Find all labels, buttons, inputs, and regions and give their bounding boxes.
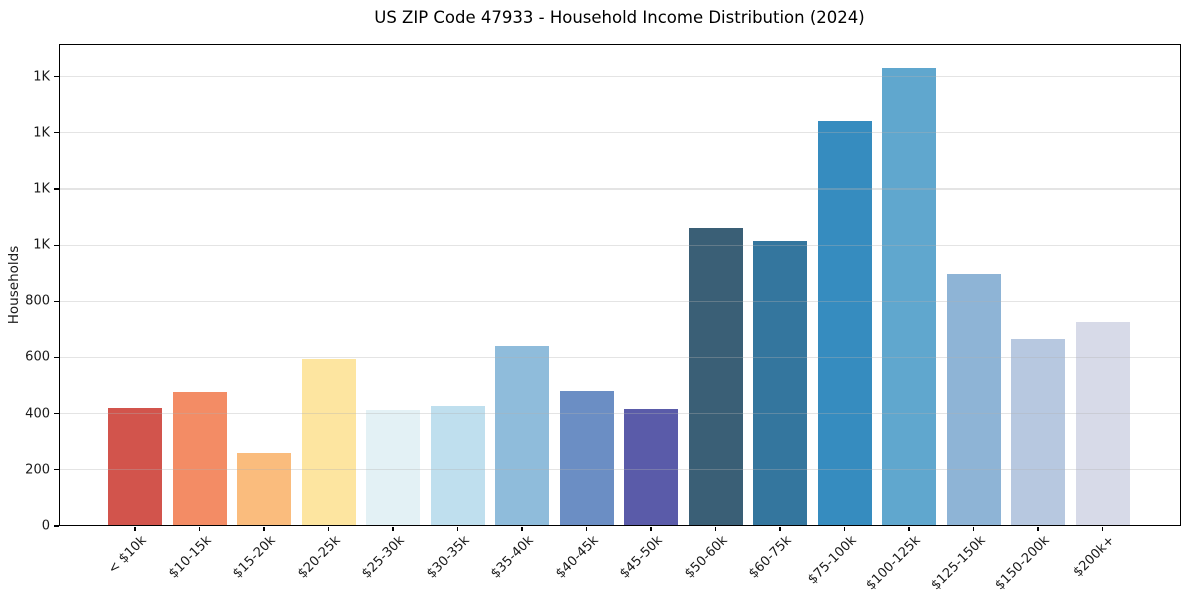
x-tick-mark [650,526,652,531]
x-tick-mark [843,526,846,531]
y-gridline [58,75,1181,78]
y-axis-label: Households [6,245,22,325]
y-gridline [58,188,1181,190]
bar-150-200k [1011,338,1065,526]
bar-10-15k [172,392,227,526]
x-tick-mark [134,526,136,531]
bar-45-50k [624,408,678,526]
y-tick-label: 400 [25,406,50,422]
x-tick-mark [1101,526,1104,531]
x-tick-mark [198,526,201,531]
x-tick-mark [456,526,459,531]
bar-200k [1075,321,1130,526]
bar-30-35k [430,406,485,526]
y-tick-mark [54,188,59,190]
bar-15-20k [237,453,291,526]
x-tick-mark [327,526,330,531]
x-tick-mark [263,526,265,531]
bar-50-60k [688,227,743,526]
bar-40-45k [559,391,614,526]
x-tick-mark [779,526,781,531]
bar-100-125k [882,68,936,526]
x-tick-mark [908,526,910,531]
x-tick-mark [972,526,975,531]
y-tick-label: 800 [25,293,50,309]
y-gridline [58,300,1181,302]
x-tick-mark [585,526,588,531]
x-tick-mark [521,526,523,531]
y-tick-mark [54,469,59,471]
bar-125-150k [946,274,1001,526]
y-gridline [58,356,1181,359]
y-tick-mark [54,132,59,134]
y-gridline [58,413,1181,415]
y-tick-mark [54,300,59,302]
y-tick-label: 1K [33,181,50,197]
plot-area [58,44,1181,526]
y-gridline [58,132,1181,134]
bar-35-40k [495,346,549,526]
y-gridline [58,244,1181,246]
x-tick-mark [1037,526,1039,531]
bar-10k [108,408,162,526]
y-tick-label: 1K [33,69,50,85]
y-tick-mark [54,356,59,359]
y-tick-mark [54,525,59,527]
x-tick-label: < $10k [105,533,150,578]
bar-20-25k [301,358,356,526]
y-tick-label: 0 [41,518,50,534]
chart-title: US ZIP Code 47933 - Household Income Dis… [374,8,865,27]
y-tick-label: 1K [33,237,50,253]
y-tick-label: 600 [25,349,50,365]
x-tick-mark [392,526,394,531]
x-tick-mark [714,526,717,531]
y-tick-mark [54,413,59,415]
bar-75-100k [817,120,872,526]
y-tick-mark [54,244,59,246]
y-tick-label: 1K [33,125,50,141]
y-tick-label: 200 [25,462,50,478]
y-gridline [58,469,1181,471]
bar-60-75k [753,241,807,526]
y-tick-mark [54,75,59,78]
bar-25-30k [366,409,420,526]
